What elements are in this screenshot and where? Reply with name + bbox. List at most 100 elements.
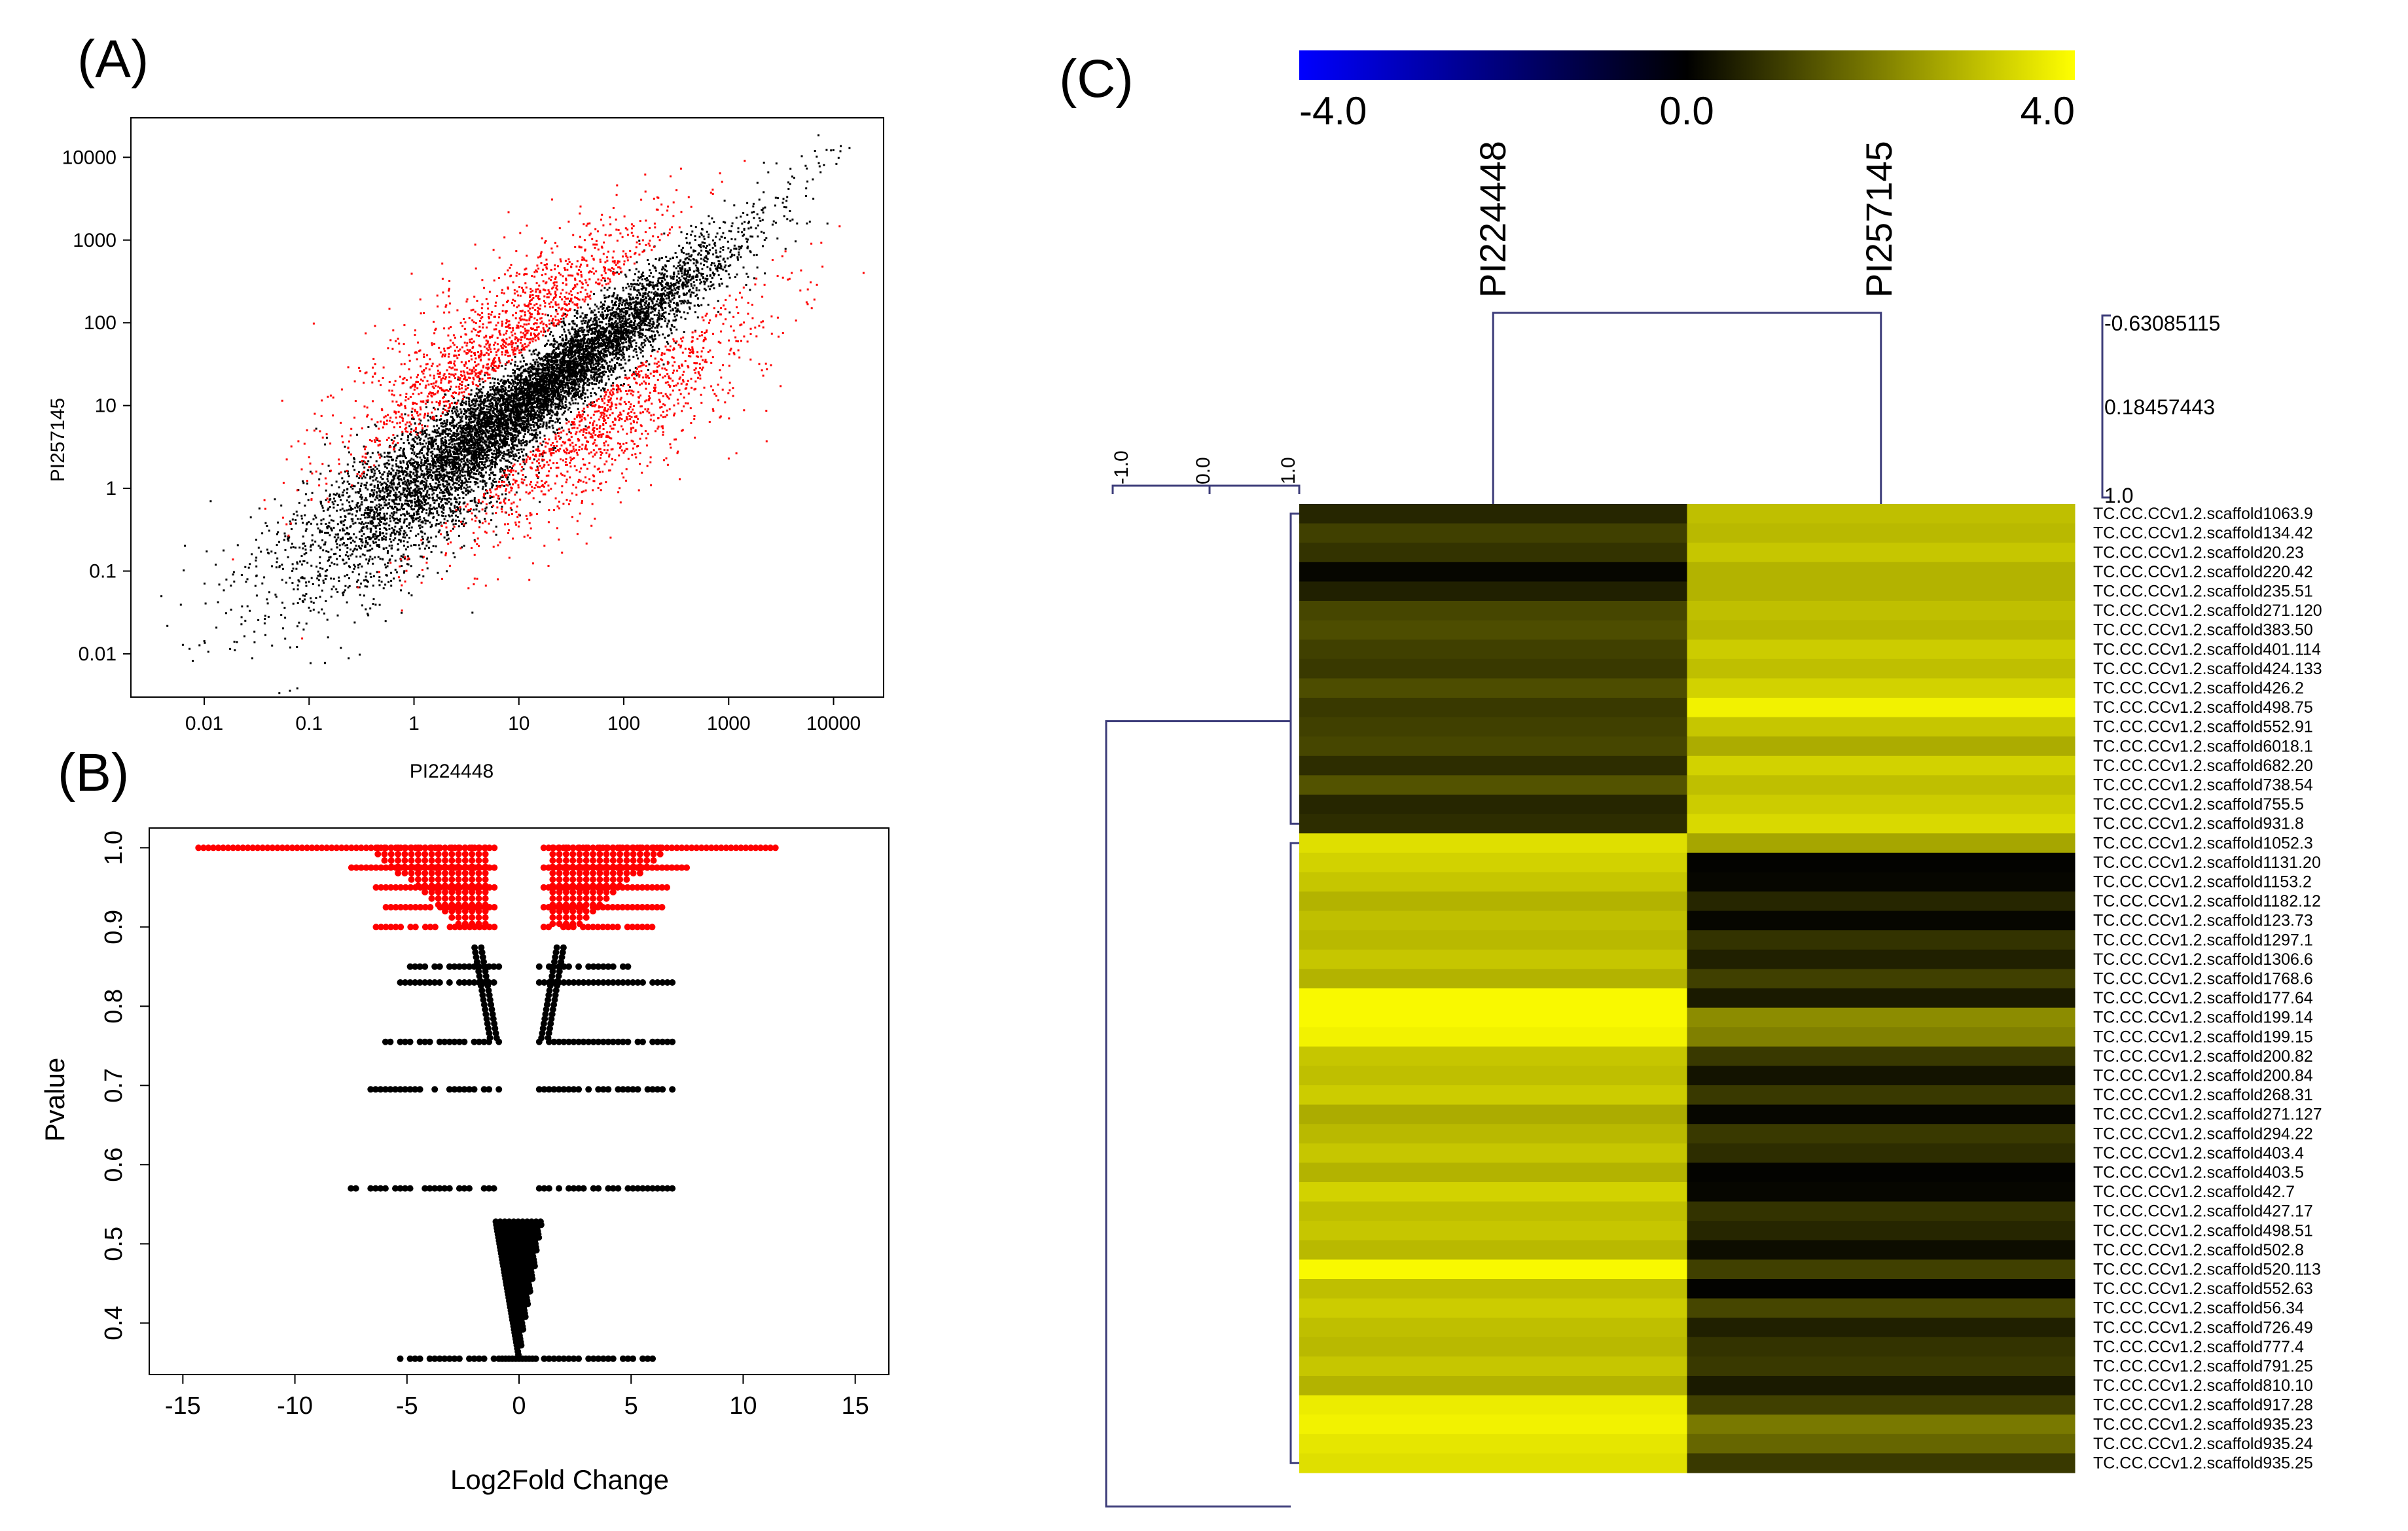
heatmap-cell	[1687, 1007, 2076, 1028]
heatmap-cell	[1299, 1453, 1687, 1473]
heatmap-row-label: TC.CC.CCv1.2.scaffold426.2	[2093, 679, 2304, 697]
heatmap-cell	[1299, 601, 1687, 621]
row-dendro-scale-axis	[1111, 484, 1301, 494]
heatmap-row-label: TC.CC.CCv1.2.scaffold777.4	[2093, 1338, 2304, 1356]
panel-b-points	[195, 844, 779, 1362]
heatmap-cell	[1299, 755, 1687, 776]
heatmap-cell	[1299, 1395, 1687, 1415]
heatmap-cell	[1687, 1279, 2076, 1299]
panel-a-ytick-label: 0.1	[89, 560, 117, 582]
heatmap-row-label: TC.CC.CCv1.2.scaffold200.84	[2093, 1066, 2313, 1085]
heatmap-row-label: TC.CC.CCv1.2.scaffold271.120	[2093, 602, 2322, 620]
panel-b-nonsig-points	[348, 944, 676, 1362]
heatmap-cell	[1299, 658, 1687, 679]
heatmap-cell	[1687, 1182, 2076, 1202]
heatmap-cell	[1299, 852, 1687, 873]
panel-b-ylabel: Pvalue	[39, 1058, 70, 1142]
panel-a-ytick-label: 0.01	[79, 643, 117, 665]
column-dendro-scale-bottom: 1.0	[2104, 484, 2133, 507]
panel-a-ylabel: PI257145	[47, 398, 69, 482]
heatmap-cell	[1299, 678, 1687, 698]
panel-b-xtick-label: 15	[841, 1392, 869, 1420]
heatmap-cell	[1299, 1356, 1687, 1377]
heatmap-cell	[1299, 969, 1687, 989]
heatmap-cell	[1687, 1453, 2076, 1473]
heatmap-cell	[1299, 1376, 1687, 1396]
panel-b-ytick-label: 0.9	[100, 910, 128, 945]
heatmap-row-label: TC.CC.CCv1.2.scaffold403.5	[2093, 1163, 2304, 1181]
heatmap-row-label: TC.CC.CCv1.2.scaffold235.51	[2093, 582, 2313, 600]
heatmap-row-label: TC.CC.CCv1.2.scaffold1052.3	[2093, 834, 2313, 852]
heatmap-row-label: TC.CC.CCv1.2.scaffold726.49	[2093, 1318, 2313, 1337]
heatmap-cell	[1299, 562, 1687, 582]
heatmap-row-label: TC.CC.CCv1.2.scaffold123.73	[2093, 912, 2313, 930]
heatmap-cell	[1687, 755, 2076, 776]
heatmap-row-label: TC.CC.CCv1.2.scaffold42.7	[2093, 1183, 2295, 1201]
heatmap-cell	[1687, 1395, 2076, 1415]
heatmap-cell	[1687, 892, 2076, 912]
heatmap-cell	[1687, 736, 2076, 757]
heatmap-row-label: TC.CC.CCv1.2.scaffold424.133	[2093, 660, 2322, 678]
panel-b-xtick-label: -10	[277, 1392, 313, 1420]
heatmap-row-label: TC.CC.CCv1.2.scaffold20.23	[2093, 543, 2304, 562]
row-dendro-scale-mid: 0.0	[1193, 457, 1214, 484]
heatmap-cell	[1687, 1259, 2076, 1280]
panel-b-xlabel: Log2Fold Change	[450, 1464, 669, 1495]
heatmap-cell	[1687, 620, 2076, 640]
heatmap-cell	[1299, 620, 1687, 640]
heatmap-row-label: TC.CC.CCv1.2.scaffold935.25	[2093, 1454, 2313, 1472]
heatmap-cell	[1687, 1066, 2076, 1086]
panel-b-axes: -15 -10 -5 0 5 10 15 0.4 0.5 0.6 0.7 0.8 0.9 1.0	[100, 831, 869, 1420]
heatmap-cell	[1299, 1046, 1687, 1066]
column-dendro-scale-top: -0.63085115	[2104, 312, 2220, 335]
heatmap-cell	[1299, 872, 1687, 892]
heatmap-row-label: TC.CC.CCv1.2.scaffold935.24	[2093, 1435, 2313, 1453]
heatmap-cell	[1687, 1298, 2076, 1318]
heatmap-cell	[1299, 581, 1687, 602]
panel-a-frame	[130, 117, 884, 698]
panel-b-xtick-label: -15	[165, 1392, 201, 1420]
heatmap-row-label: TC.CC.CCv1.2.scaffold791.25	[2093, 1357, 2313, 1375]
heatmap-cell	[1299, 1279, 1687, 1299]
panel-label-b: (B)	[58, 743, 129, 802]
colorbar-label-min: -4.0	[1299, 89, 1367, 133]
heatmap-row-label: TC.CC.CCv1.2.scaffold199.14	[2093, 1009, 2313, 1027]
heatmap-cell	[1687, 601, 2076, 621]
heatmap-cell	[1687, 717, 2076, 737]
heatmap-cell	[1687, 1221, 2076, 1241]
panel-a-ytick-label: 10	[95, 395, 117, 417]
panel-b-ytick-label: 0.8	[100, 989, 128, 1024]
heatmap-cell	[1687, 910, 2076, 931]
heatmap-cell	[1687, 639, 2076, 660]
heatmap-cell	[1687, 1124, 2076, 1144]
heatmap-row-label: TC.CC.CCv1.2.scaffold177.64	[2093, 989, 2313, 1007]
heatmap-cell	[1299, 1201, 1687, 1221]
heatmap-row-label: TC.CC.CCv1.2.scaffold294.22	[2093, 1125, 2313, 1143]
heatmap-cell	[1687, 872, 2076, 892]
heatmap-row-label: TC.CC.CCv1.2.scaffold403.4	[2093, 1144, 2304, 1162]
panel-b-xtick-label: -5	[396, 1392, 418, 1420]
heatmap-row-label: TC.CC.CCv1.2.scaffold427.17	[2093, 1202, 2313, 1221]
column-dendrogram	[1492, 312, 1882, 504]
colorbar-label-mid: 0.0	[1659, 89, 1714, 133]
heatmap-row-label: TC.CC.CCv1.2.scaffold738.54	[2093, 776, 2313, 794]
row-dendro-scale-left: -1.0	[1111, 450, 1132, 484]
panel-a-xtick-label: 1	[408, 713, 420, 734]
heatmap-cell	[1687, 1162, 2076, 1183]
heatmap-row-label: TC.CC.CCv1.2.scaffold200.82	[2093, 1047, 2313, 1066]
heatmap-cell	[1687, 1104, 2076, 1125]
panel-a-ytick-label: 1000	[73, 230, 117, 251]
heatmap-cell	[1299, 698, 1687, 718]
heatmap-cell	[1687, 1337, 2076, 1357]
heatmap-cell	[1299, 795, 1687, 815]
panel-a-xtick-label: 0.1	[295, 713, 323, 734]
heatmap-cell	[1687, 930, 2076, 950]
heatmap-cell	[1299, 1104, 1687, 1125]
panel-b-ytick-label: 0.7	[100, 1068, 128, 1103]
heatmap-cell	[1687, 562, 2076, 582]
panel-a-xtick-label: 100	[607, 713, 640, 734]
heatmap-row-label: TC.CC.CCv1.2.scaffold1306.6	[2093, 950, 2313, 969]
column-dendro-scale-axis	[2101, 314, 2111, 499]
heatmap-row-label: TC.CC.CCv1.2.scaffold498.51	[2093, 1221, 2313, 1240]
